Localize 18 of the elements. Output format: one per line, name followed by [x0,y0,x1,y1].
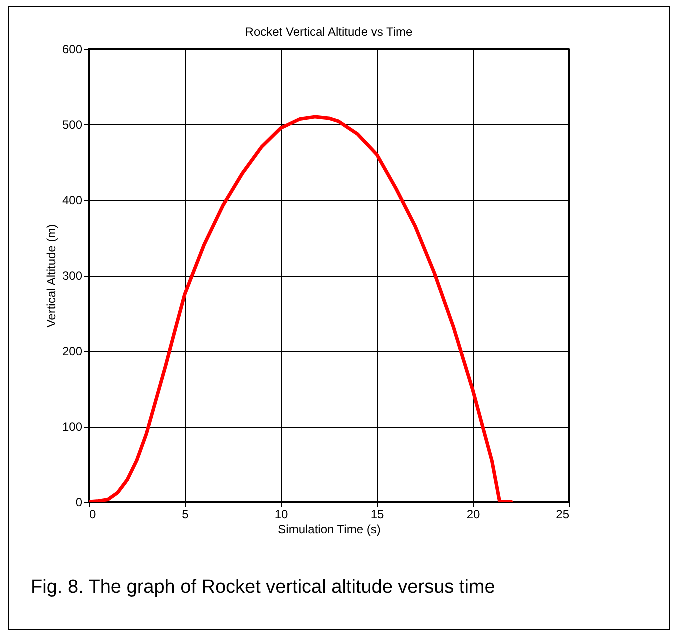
y-tick-label: 500 [62,118,83,132]
chart-title: Rocket Vertical Altitude vs Time [245,25,414,39]
y-tick-label: 300 [62,269,83,283]
y-axis-title: Vertical Altitude (m) [44,224,58,328]
x-tick-label: 5 [182,508,190,522]
x-tick-label: 0 [90,508,96,522]
y-tick-label: 0 [76,496,83,510]
x-tick-label: 20 [466,508,480,522]
x-tick-label: 25 [556,508,570,522]
caption: Fig. 8. The graph of Rocket vertical altitude versus time [31,577,496,599]
y-tick-label: 400 [62,194,83,208]
x-tick-label: 10 [274,508,288,522]
y-tick-label: 200 [62,344,83,358]
y-tick-label: 600 [62,42,83,56]
x-axis-title: Simulation Time (s) [278,522,381,536]
line-series [89,115,514,502]
x-tick-label: 15 [370,508,384,522]
y-tick-label: 100 [62,420,83,434]
